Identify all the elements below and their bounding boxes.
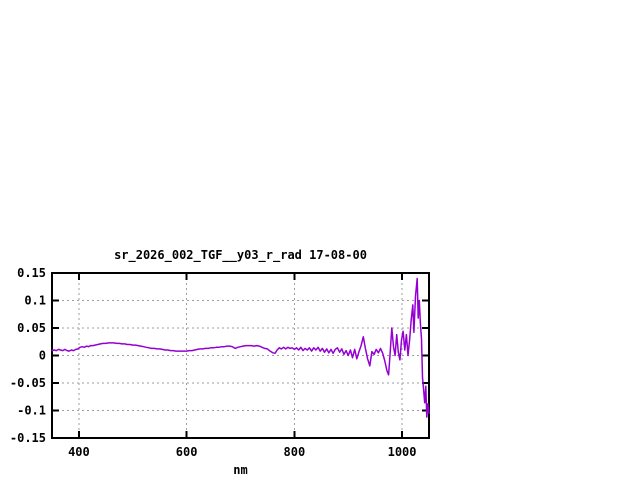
y-tick-label: 0.05 [17, 321, 46, 335]
y-tick-label: -0.05 [10, 376, 46, 390]
y-tick-label: -0.15 [10, 431, 46, 445]
y-tick-label: 0 [39, 349, 46, 363]
data-series-line [51, 277, 430, 418]
x-tick-label: 400 [68, 445, 90, 459]
y-tick-label: 0.15 [17, 266, 46, 280]
y-tick-label: -0.1 [17, 404, 46, 418]
x-tick-label: 1000 [388, 445, 417, 459]
x-tick-label: 600 [176, 445, 198, 459]
x-tick-label: 800 [284, 445, 306, 459]
y-tick-label: 0.1 [24, 294, 46, 308]
x-axis-label: nm [233, 463, 248, 477]
chart-title: sr_2026_002_TGF__y03_r_rad 17-08-00 [114, 248, 367, 262]
